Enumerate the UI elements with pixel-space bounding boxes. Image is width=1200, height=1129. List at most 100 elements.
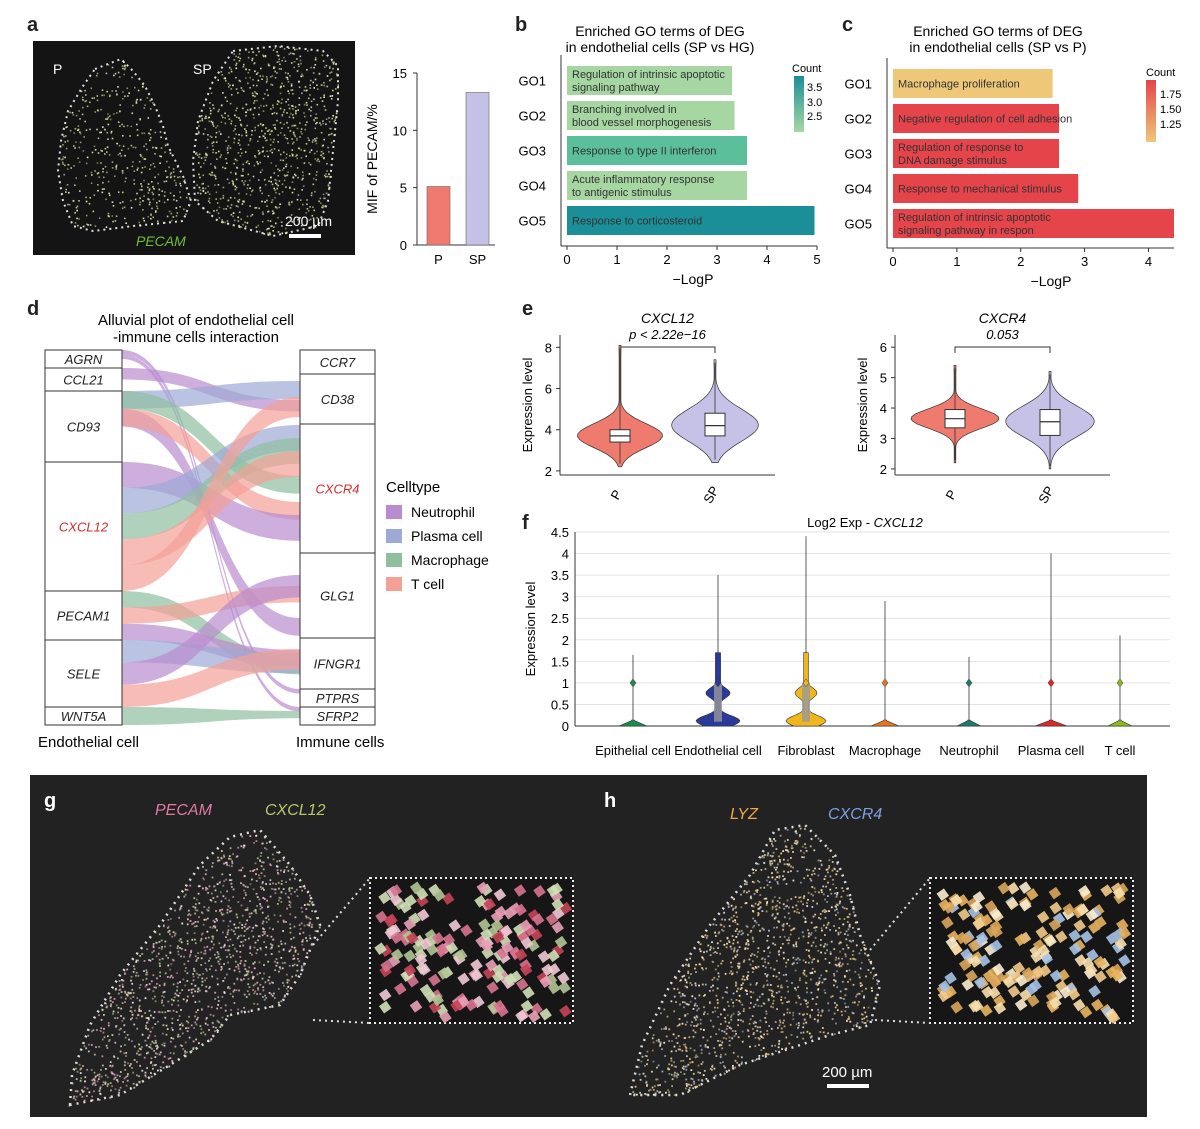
pecam-signal-dot	[131, 112, 134, 115]
pecam-signal-dot	[240, 87, 243, 89]
signal-dot	[300, 885, 303, 888]
signal-dot	[187, 918, 189, 921]
signal-dot	[826, 943, 829, 946]
pecam-signal-dot	[252, 175, 255, 178]
signal-dot	[127, 1073, 129, 1075]
pecam-signal-dot	[101, 188, 104, 190]
pecam-signal-dot	[301, 189, 303, 191]
pecam-signal-dot	[290, 214, 293, 216]
signal-dot	[802, 903, 804, 906]
pecam-signal-dot	[96, 72, 99, 75]
signal-dot	[716, 987, 719, 990]
signal-dot	[646, 1050, 649, 1053]
pecam-signal-dot	[139, 119, 141, 121]
right-node-label: CCR7	[320, 355, 356, 370]
signal-dot	[258, 898, 261, 901]
signal-dot	[167, 964, 170, 967]
pecam-signal-dot	[242, 170, 244, 172]
signal-dot	[758, 900, 761, 903]
pecam-signal-dot	[148, 189, 151, 192]
signal-dot	[864, 948, 866, 951]
signal-dot	[752, 905, 755, 908]
pecam-signal-dot	[323, 197, 325, 200]
signal-dot	[156, 977, 158, 980]
x-tick-label: P	[434, 252, 443, 267]
signal-dot	[147, 1051, 150, 1054]
signal-dot	[840, 965, 843, 967]
lyz-cxcr4-speckles	[632, 827, 879, 1096]
signal-dot	[735, 999, 738, 1001]
pecam-signal-dot	[255, 92, 258, 95]
signal-dot	[259, 859, 261, 862]
pecam-signal-dot	[267, 130, 269, 132]
pecam-signal-dot	[85, 200, 88, 203]
pecam-signal-dot	[136, 134, 139, 137]
signal-dot	[778, 1043, 780, 1046]
signal-dot	[678, 1024, 681, 1026]
pecam-signal-dot	[335, 73, 338, 75]
signal-dot	[237, 935, 240, 938]
signal-dot	[141, 1033, 144, 1036]
signal-dot	[103, 1014, 105, 1016]
go-term-label: signaling pathway in respon	[898, 225, 1034, 237]
signal-dot	[142, 979, 144, 981]
pecam-signal-dot	[327, 183, 330, 186]
pecam-signal-dot	[323, 138, 325, 141]
signal-dot	[169, 918, 172, 920]
signal-dot	[836, 892, 839, 894]
signal-dot	[249, 883, 252, 886]
signal-dot	[197, 976, 200, 979]
signal-dot	[182, 998, 185, 1001]
signal-dot	[278, 1003, 281, 1006]
signal-dot	[223, 854, 225, 857]
signal-dot	[740, 1019, 742, 1022]
pecam-signal-dot	[139, 225, 142, 227]
pecam-signal-dot	[276, 183, 278, 186]
signal-dot	[660, 1012, 662, 1015]
pecam-signal-dot	[272, 106, 274, 109]
inset-pixel	[442, 933, 456, 946]
inset-pixel	[559, 1004, 572, 1018]
signal-dot	[843, 907, 846, 910]
signal-dot	[252, 976, 255, 978]
signal-dot	[309, 937, 312, 940]
pecam-signal-dot	[150, 136, 152, 139]
signal-dot	[208, 987, 211, 990]
pecam-signal-dot	[281, 225, 283, 227]
pecam-signal-dot	[264, 137, 266, 139]
pecam-signal-dot	[257, 124, 260, 127]
signal-dot	[225, 878, 227, 881]
inset-pixel	[492, 964, 505, 977]
pecam-signal-dot	[274, 47, 277, 49]
tissue-outline-h	[628, 823, 882, 1097]
signal-dot	[109, 999, 112, 1002]
pecam-signal-dot	[293, 66, 295, 69]
inset-pixel	[1002, 975, 1016, 989]
signal-dot	[818, 916, 820, 919]
signal-dot	[238, 869, 241, 872]
pecam-signal-dot	[199, 176, 201, 179]
pecam-signal-dot	[226, 100, 228, 102]
pecam-signal-dot	[163, 201, 166, 204]
pecam-signal-dot	[115, 168, 118, 170]
signal-dot	[229, 907, 232, 909]
signal-dot	[855, 1025, 858, 1028]
pecam-signal-dot	[179, 206, 181, 208]
signal-dot	[249, 947, 252, 950]
pecam-signal-dot	[314, 158, 317, 160]
signal-dot	[762, 1037, 764, 1039]
signal-dot	[181, 1024, 184, 1027]
signal-dot	[274, 969, 277, 972]
signal-dot	[263, 964, 265, 966]
signal-dot	[125, 1052, 128, 1054]
pecam-signal-dot	[169, 173, 172, 176]
pecam-signal-dot	[121, 170, 124, 172]
signal-dot	[782, 925, 785, 928]
signal-dot	[140, 1048, 142, 1051]
signal-dot	[764, 966, 767, 969]
pecam-signal-dot	[159, 155, 161, 157]
signal-dot	[754, 966, 757, 968]
signal-dot	[151, 1048, 153, 1050]
pecam-signal-dot	[152, 198, 155, 201]
pecam-signal-dot	[147, 215, 150, 218]
